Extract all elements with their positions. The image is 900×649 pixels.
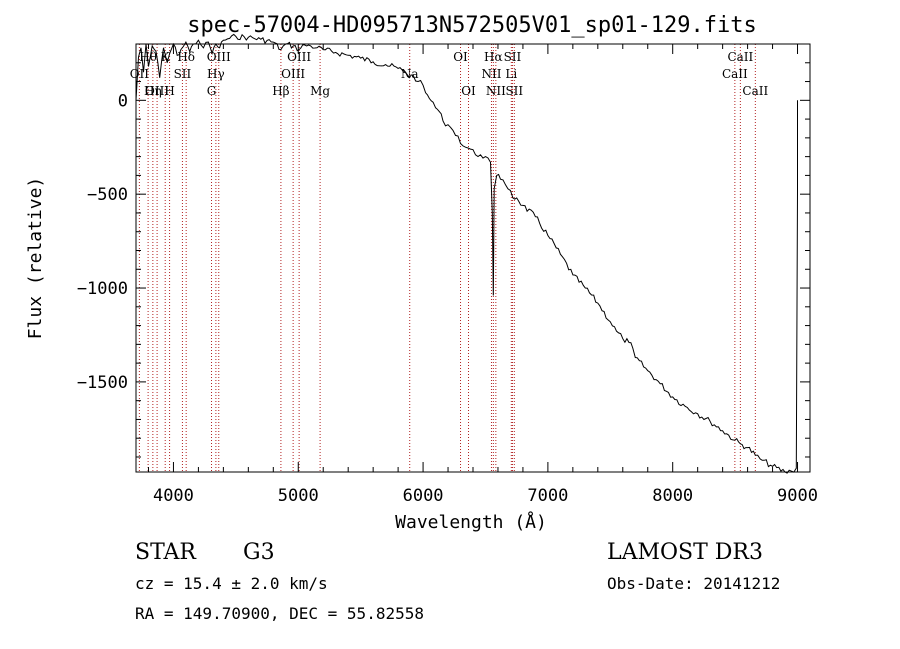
line-label-16: OI: [453, 50, 468, 64]
x-tick-label: 8000: [652, 486, 693, 506]
line-label-20: NII: [486, 84, 506, 98]
line-label-13: OIII: [287, 50, 311, 64]
y-tick-label: −500: [87, 185, 128, 205]
line-label-1: Hθ: [139, 50, 157, 64]
line-label-23: SII: [505, 84, 523, 98]
line-label-2: OIII: [145, 84, 169, 98]
line-label-26: CaII: [742, 84, 768, 98]
y-tick-label: −1000: [77, 279, 128, 299]
plot-frame: [135, 43, 811, 473]
spectral-line-markers: [138, 44, 756, 472]
x-tick-label: 6000: [403, 486, 444, 506]
redshift-value: cz = 15.4 ± 2.0 km/s: [135, 574, 328, 593]
line-label-7: Hδ: [177, 50, 195, 64]
object-subclass: G3: [243, 540, 275, 565]
spectrum-line: [135, 33, 798, 474]
line-label-18: NII: [481, 67, 501, 81]
line-label-11: Hβ: [272, 84, 289, 98]
line-label-6: SII: [174, 67, 192, 81]
x-tick-label: 7000: [527, 486, 568, 506]
chart-title: spec-57004-HD095713N572505V01_sp01-129.f…: [187, 13, 757, 38]
line-label-12: OIII: [281, 67, 305, 81]
spectrum-series: [135, 33, 798, 474]
line-label-15: Na: [401, 67, 419, 81]
line-label-5: H: [164, 84, 174, 98]
survey-name: LAMOST DR3: [607, 540, 763, 565]
y-tick-label: −1500: [77, 373, 128, 393]
y-axis-label: Flux (relative): [25, 177, 46, 340]
x-axis-ticks: 4000 5000 6000 7000 8000 9000: [147, 44, 818, 506]
y-tick-label: 0: [118, 91, 128, 111]
line-label-21: Li: [505, 67, 517, 81]
y-axis-ticks: 0 −500 −1000 −1500: [77, 62, 810, 458]
x-tick-label: 4000: [153, 486, 194, 506]
line-label-17: OI: [461, 84, 476, 98]
obs-date: Obs-Date: 20141212: [607, 574, 780, 593]
x-tick-label: 5000: [278, 486, 319, 506]
line-label-14: Mg: [310, 84, 330, 98]
line-label-25: CaII: [727, 50, 753, 64]
object-class: STAR: [135, 540, 197, 565]
line-label-10: OIII: [207, 50, 231, 64]
line-label-8: G: [207, 84, 217, 98]
line-label-0: OII: [130, 67, 150, 81]
spectral-line-labels: OIIHθOIIIHηKHSIIHδGHγOIIIHβOIIIOIIIMgNaO…: [130, 50, 769, 98]
line-label-19: Hα: [484, 50, 503, 64]
line-label-22: SII: [504, 50, 522, 64]
x-axis-label: Wavelength (Å): [395, 511, 547, 533]
line-label-3: Hη: [144, 84, 162, 98]
line-label-24: CaII: [722, 67, 748, 81]
x-tick-label: 9000: [777, 486, 818, 506]
coordinates: RA = 149.70900, DEC = 55.82558: [135, 604, 424, 623]
line-label-9: Hγ: [207, 67, 225, 81]
